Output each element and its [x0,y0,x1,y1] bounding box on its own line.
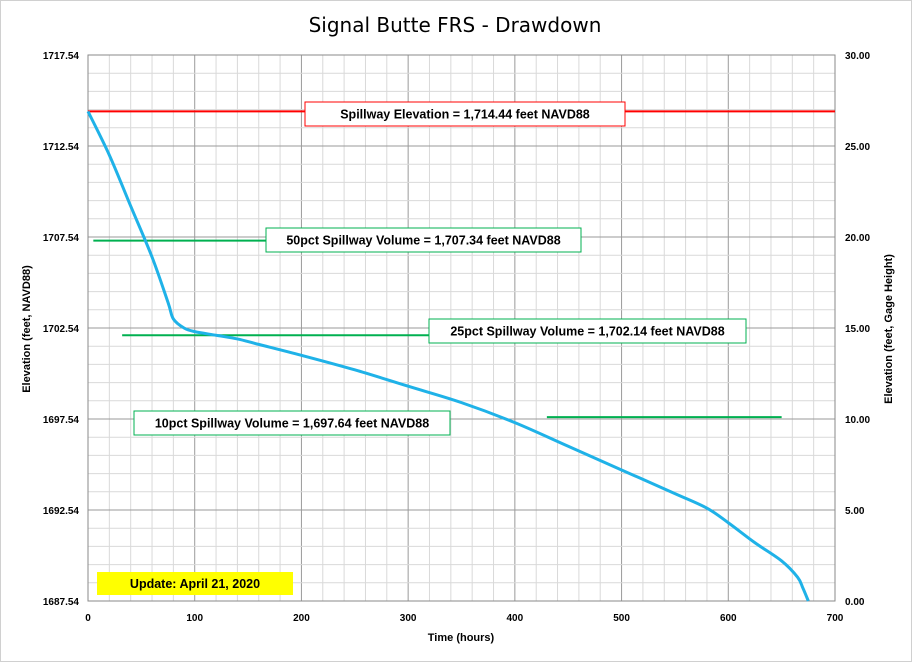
y-tick-label: 1687.54 [43,597,80,608]
y-tick-label: 1702.54 [43,324,80,335]
series-layer [86,110,810,602]
reference-label: 25pct Spillway Volume = 1,702.14 feet NA… [450,325,724,339]
x-tick-label: 300 [400,613,417,624]
y2-tick-label: 30.00 [845,51,870,62]
chart-title: Signal Butte FRS - Drawdown [309,13,602,37]
x-axis-ticks: 0 100 200 300 400 500 600 700 [85,613,844,624]
reference-label-box [265,227,582,253]
x-tick-label: 500 [613,613,630,624]
y2-tick-label: 20.00 [845,233,870,244]
y2-tick-label: 25.00 [845,142,870,153]
y2-tick-label: 10.00 [845,415,870,426]
reference-label-box [304,101,626,127]
reference-label-box [428,318,747,344]
x-tick-label: 700 [827,613,844,624]
x-tick-label: 0 [85,613,91,624]
x-tick-label: 400 [507,613,524,624]
reference-label-box [133,410,451,436]
update-badge-background [97,572,293,595]
y2-tick-label: 5.00 [845,506,865,517]
x-tick-label: 200 [293,613,310,624]
drawdown-series-line [86,110,810,602]
y-axis-label: Elevation (feet, NAVD88) [21,265,33,393]
reference-label: 10pct Spillway Volume = 1,697.64 feet NA… [155,417,429,431]
y2-axis-label: Elevation (feet, Gage Height) [883,254,895,404]
x-tick-label: 100 [186,613,203,624]
reference-labels: Spillway Elevation = 1,714.44 feet NAVD8… [133,101,747,436]
y-tick-label: 1707.54 [43,233,80,244]
y2-tick-label: 0.00 [845,597,865,608]
y-tick-label: 1712.54 [43,142,80,153]
y-axis-ticks: 1687.54 1692.54 1697.54 1702.54 1707.54 1712.… [43,51,80,608]
update-badge: Update: April 21, 2020 [97,572,293,595]
y-tick-label: 1692.54 [43,506,80,517]
x-axis-label: Time (hours) [428,632,495,644]
x-tick-label: 600 [720,613,737,624]
y-tick-label: 1697.54 [43,415,80,426]
plot-area-border [87,54,836,602]
y2-tick-label: 15.00 [845,324,870,335]
update-label: Update: April 21, 2020 [130,577,260,591]
reference-label: 50pct Spillway Volume = 1,707.34 feet NA… [286,234,560,248]
y-tick-label: 1717.54 [43,51,80,62]
y2-axis-ticks: 0.00 5.00 10.00 15.00 20.00 25.00 30.00 [845,51,870,608]
reference-label: Spillway Elevation = 1,714.44 feet NAVD8… [340,108,590,122]
